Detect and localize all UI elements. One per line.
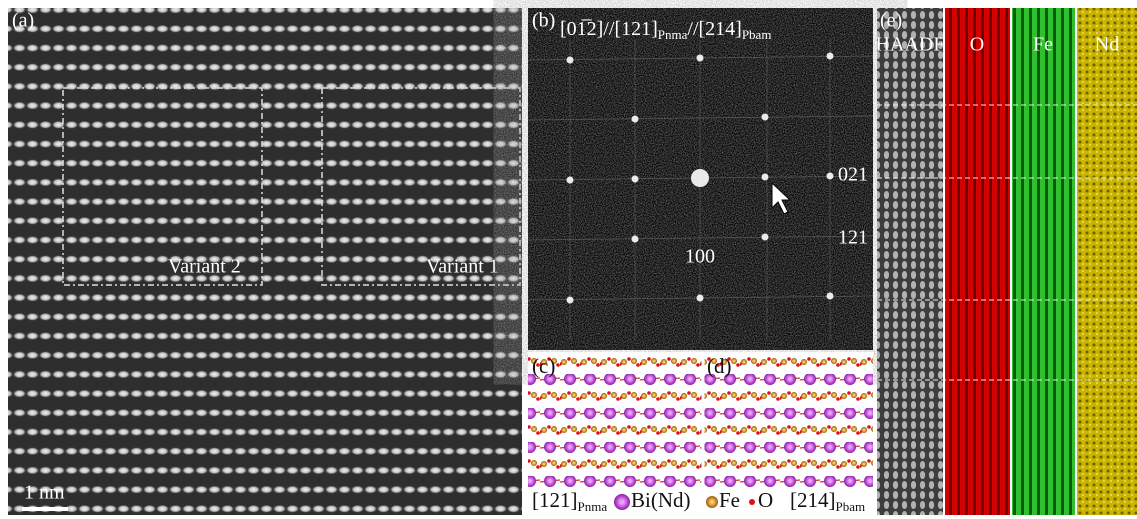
legend-marker xyxy=(706,496,718,508)
fft-spot xyxy=(761,113,769,121)
fft-panel xyxy=(527,8,874,350)
variant-box xyxy=(62,87,263,286)
fft-spot xyxy=(761,173,769,181)
fft-spot xyxy=(566,176,574,184)
fft-spot xyxy=(527,235,874,241)
axis: [121] xyxy=(532,488,578,512)
variant-label: Variant 1 xyxy=(426,256,499,278)
fft-spot xyxy=(826,52,834,60)
spot-label: 100 xyxy=(685,246,715,268)
channel-label: HAADF xyxy=(876,34,945,56)
fft-spot xyxy=(691,169,709,187)
zone-axis-part: //[214] xyxy=(687,18,741,40)
fft-spots xyxy=(527,40,874,340)
zone-axis-sub: Pnma xyxy=(658,27,688,42)
fft-spot xyxy=(566,296,574,304)
fft-spot xyxy=(631,235,639,243)
fft-spot xyxy=(826,292,834,300)
channel-label: Fe xyxy=(1033,34,1053,56)
legend-label: O xyxy=(758,488,773,512)
legend-marker xyxy=(749,499,755,505)
axis-sub: Pbam xyxy=(836,499,866,514)
variant-box xyxy=(321,87,521,286)
axis-label: [214]Pbam xyxy=(790,488,865,514)
fft-spot xyxy=(826,172,834,180)
zone-axis: [01̅2]//[121]Pnma//[214]Pbam xyxy=(560,18,771,42)
channel-label: O xyxy=(970,34,984,56)
fft-spot xyxy=(761,233,769,241)
scale-bar-label: 1 nm xyxy=(24,482,65,504)
legend-marker xyxy=(614,494,630,510)
panel-label: (d) xyxy=(707,354,732,378)
spot-label: 121 xyxy=(838,227,868,249)
axis: [214] xyxy=(790,488,836,512)
arrow-cursor xyxy=(771,181,792,215)
variant-label: Variant 2 xyxy=(168,256,241,278)
hrtem-image xyxy=(8,8,522,515)
haadf-map xyxy=(877,8,943,515)
fft-spot xyxy=(527,115,874,121)
fft-spot xyxy=(696,294,704,302)
spot-label: 021 xyxy=(838,164,868,186)
fft-spot xyxy=(631,115,639,123)
axis-sub: Pnma xyxy=(578,499,608,514)
nd-map xyxy=(1077,8,1137,515)
atom-model xyxy=(528,352,873,488)
channel-label: Nd xyxy=(1095,34,1119,56)
legend-label: Fe xyxy=(719,488,740,512)
guide-lines xyxy=(877,104,1137,381)
legend-label: Bi(Nd) xyxy=(631,488,691,512)
panel-label: (b) xyxy=(532,10,555,32)
panel-label: (a) xyxy=(12,10,34,32)
zone-axis-part: [01̅2] xyxy=(560,18,603,40)
scale-bar xyxy=(22,507,68,511)
panel-label: (c) xyxy=(532,354,555,378)
fe-map xyxy=(1012,8,1075,515)
axis-label: [121]Pnma xyxy=(532,488,607,514)
panel-label: (e) xyxy=(880,10,902,32)
fft-spot xyxy=(696,54,704,62)
fft-spot xyxy=(566,56,574,64)
o-map xyxy=(945,8,1010,515)
fft-spot xyxy=(631,175,639,183)
zone-axis-sub: Pbam xyxy=(742,27,772,42)
zone-axis-part: //[121] xyxy=(603,18,657,40)
